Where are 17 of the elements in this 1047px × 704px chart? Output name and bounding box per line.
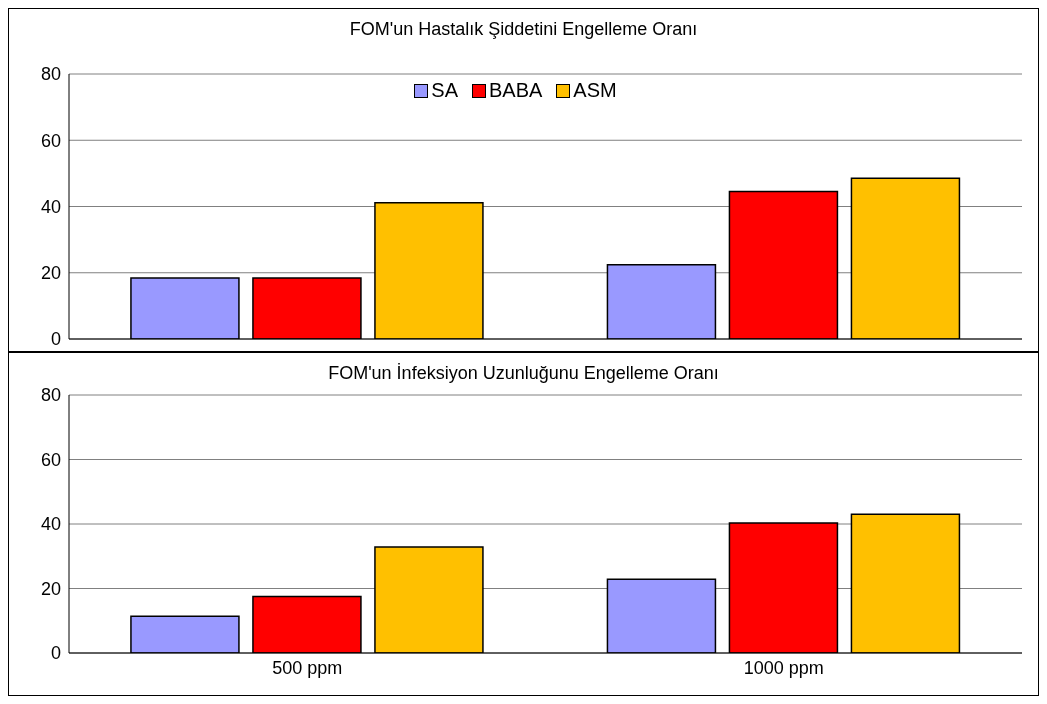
y-tick-label: 60 — [40, 449, 61, 470]
y-tick-label: 80 — [40, 64, 61, 85]
y-tick-label: 60 — [40, 130, 61, 151]
x-tick-label: 1000 ppm — [743, 657, 824, 678]
y-tick-label: 0 — [50, 643, 61, 664]
legend-label: BABA — [488, 79, 543, 102]
chart-title: FOM'un Hastalık Şiddetini Engelleme Oranı — [348, 18, 699, 41]
y-tick-label: 20 — [40, 263, 61, 284]
legend-label: ASM — [573, 79, 617, 102]
chart-title: FOM'un İnfeksiyon Uzunluğunu Engelleme Oranı — [327, 362, 720, 385]
y-tick-label: 40 — [40, 514, 61, 535]
y-tick-label: 0 — [50, 329, 61, 350]
legend-label: SA — [431, 79, 458, 102]
y-tick-label: 80 — [40, 385, 61, 406]
y-tick-label: 40 — [40, 196, 61, 217]
y-tick-label: 20 — [40, 578, 61, 599]
x-tick-label: 500 ppm — [272, 657, 343, 678]
